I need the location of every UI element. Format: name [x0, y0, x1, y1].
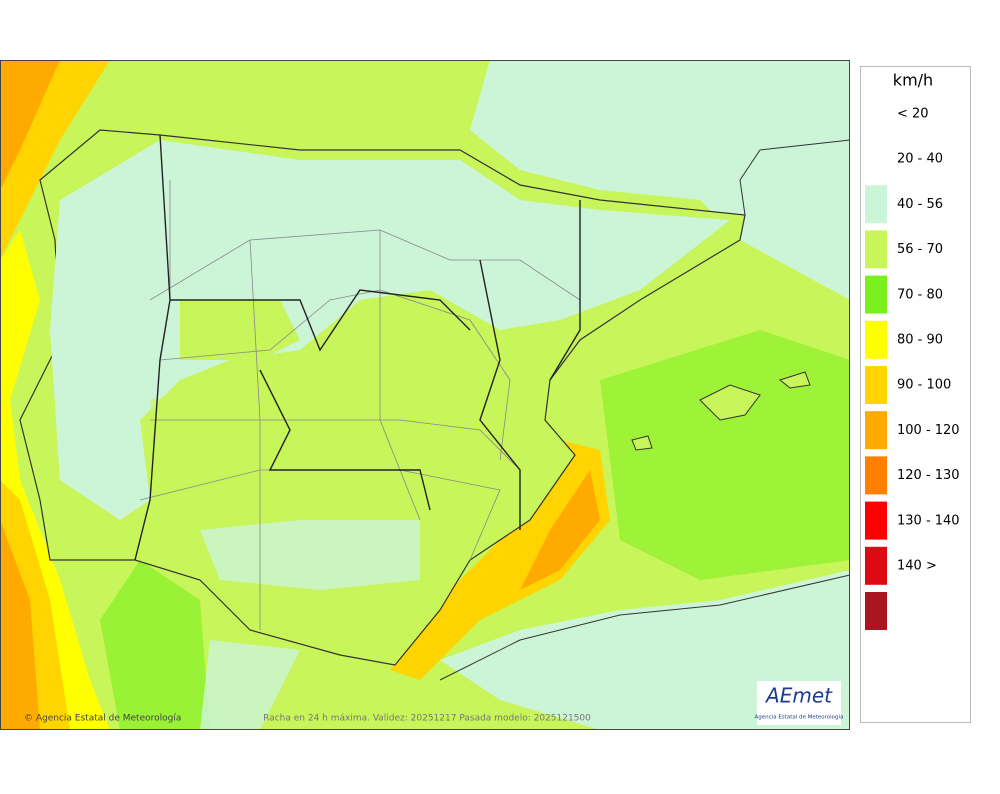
- map-frame: [0, 60, 850, 730]
- legend-swatch: [865, 501, 887, 540]
- legend-label: 20 - 40: [897, 152, 943, 167]
- gust-area: [600, 330, 850, 580]
- island: [778, 371, 811, 389]
- regions: [134, 134, 581, 561]
- legend-swatch: [865, 411, 887, 450]
- credit: © Agencia Estatal de Meteorología: [24, 714, 181, 724]
- legend-swatch: [865, 546, 887, 585]
- coastline: [439, 139, 851, 681]
- legend-unit: km/h: [893, 71, 933, 90]
- legend-label: 70 - 80: [897, 287, 943, 302]
- atlantic-band: [0, 60, 60, 190]
- logo-subtitle: Agencia Estatal de Meteorología: [755, 714, 844, 721]
- gust-area: [180, 300, 300, 360]
- legend-label: 120 - 130: [897, 468, 960, 483]
- gust-area: [520, 470, 600, 590]
- gust-area: [100, 560, 210, 730]
- legend-swatch: [865, 366, 887, 404]
- atlantic-band: [0, 520, 40, 730]
- gust-area: [50, 140, 730, 520]
- legend-label: 56 - 70: [897, 242, 943, 257]
- logo-box: [757, 681, 841, 725]
- gust-area: [390, 440, 610, 680]
- france-area: [470, 60, 850, 300]
- legend-swatch: [865, 275, 887, 314]
- legend-label: < 20: [897, 107, 929, 122]
- legend-label: 80 - 90: [897, 333, 943, 348]
- africa-area: [440, 570, 850, 730]
- legend-swatch: [865, 185, 887, 224]
- legend-swatch: [865, 320, 887, 359]
- legend-label: 130 - 140: [897, 513, 960, 528]
- legend-label: 40 - 56: [897, 197, 943, 212]
- map: © Agencia Estatal de Meteorología Racha …: [0, 60, 851, 730]
- gust-area: [200, 520, 420, 590]
- legend-label: 90 - 100: [897, 378, 951, 393]
- island: [631, 435, 653, 451]
- legend-swatch: [865, 230, 887, 269]
- legend-swatch: [865, 456, 887, 495]
- legend: km/h < 20 20 - 40 40 - 56 56 - 70 70 - 80 80 …: [860, 66, 971, 723]
- logo-name: AEmet: [764, 684, 833, 708]
- island: [699, 384, 761, 421]
- legend-label: 140 >: [897, 559, 937, 574]
- caption: Racha en 24 h máxima. Validez: 20251217 …: [263, 714, 591, 724]
- legend-label: 100 - 120: [897, 423, 960, 438]
- gust-area: [200, 640, 300, 730]
- legend-swatch: [865, 592, 887, 630]
- legend-swatch: [865, 140, 887, 178]
